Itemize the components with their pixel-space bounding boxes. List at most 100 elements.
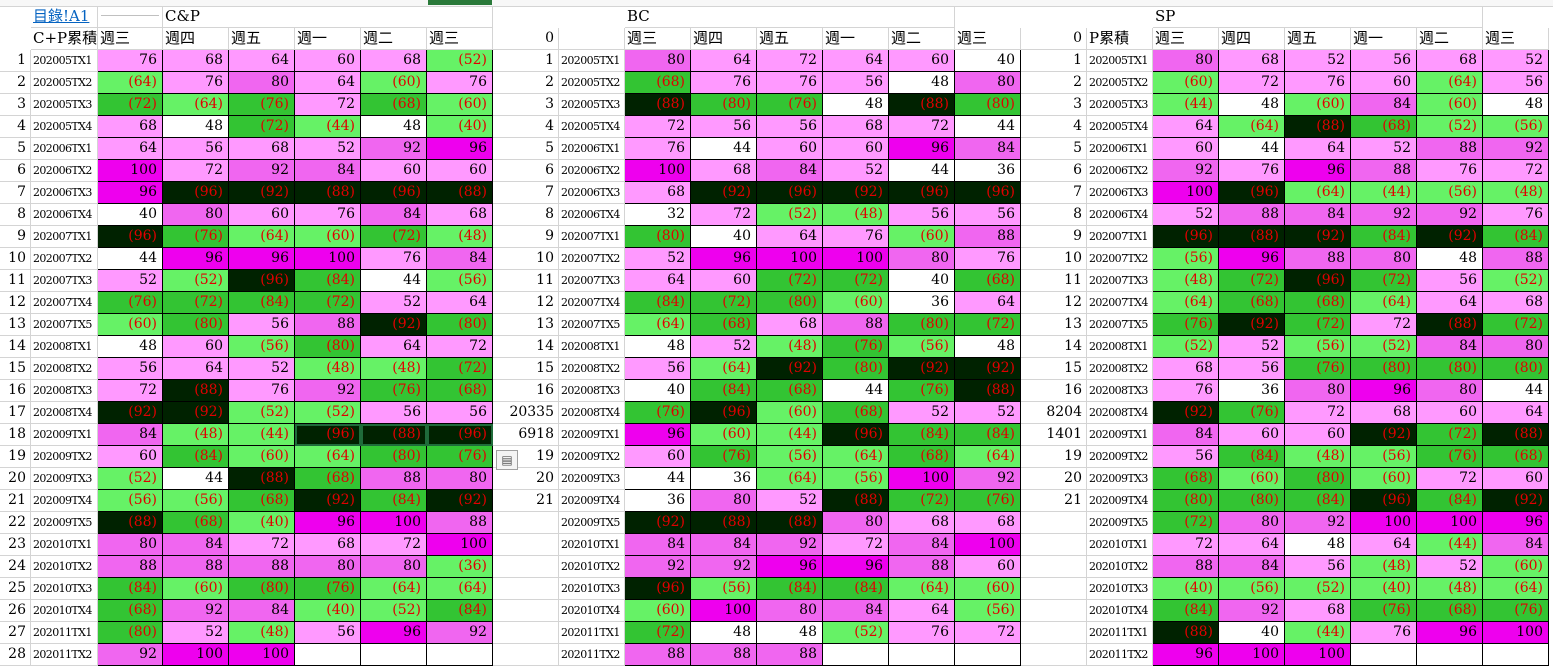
cp-value-cell[interactable]: 52 xyxy=(163,622,229,644)
sp-value-cell[interactable]: 68 xyxy=(1219,50,1285,72)
sp-value-cell[interactable]: (92) xyxy=(1219,314,1285,336)
cp-value-cell[interactable] xyxy=(295,644,361,666)
sp-value-cell[interactable]: 52 xyxy=(1153,204,1219,226)
bc-value-cell[interactable]: 92 xyxy=(955,468,1021,490)
cp-value-cell[interactable]: 60 xyxy=(427,160,493,182)
bc-contract-label[interactable]: 202009TX3 xyxy=(559,468,625,490)
sp-value-cell[interactable]: 92 xyxy=(1285,512,1351,534)
sp-value-cell[interactable]: 56 xyxy=(1351,50,1417,72)
sp-value-cell[interactable]: (44) xyxy=(1285,622,1351,644)
bc-value-cell[interactable]: (92) xyxy=(823,182,889,204)
row-number[interactable]: 9 xyxy=(0,226,31,248)
cp-value-cell[interactable]: (84) xyxy=(229,292,295,314)
cp-value-cell[interactable]: (92) xyxy=(229,182,295,204)
sp-value-cell[interactable]: 60 xyxy=(1483,468,1549,490)
cp-value-cell[interactable]: (88) xyxy=(361,424,427,446)
cp-value-cell[interactable]: (76) xyxy=(295,578,361,600)
sp-value-cell[interactable]: 56 xyxy=(1285,556,1351,578)
cp-value-cell[interactable]: 76 xyxy=(427,72,493,94)
cp-value-cell[interactable]: 88 xyxy=(361,468,427,490)
sp-value-cell[interactable]: (80) xyxy=(1417,358,1483,380)
cp-value-cell[interactable]: (60) xyxy=(427,94,493,116)
sp-contract-label[interactable]: 202005TX4 xyxy=(1087,116,1153,138)
bc-contract-label[interactable]: 202005TX4 xyxy=(559,116,625,138)
sp-value-cell[interactable]: 48 xyxy=(1483,94,1549,116)
bc-value-cell[interactable]: (44) xyxy=(757,424,823,446)
cp-value-cell[interactable]: 72 xyxy=(361,534,427,556)
cp-value-cell[interactable]: (52) xyxy=(98,468,163,490)
sp-index-cell[interactable]: 7 xyxy=(1021,182,1087,204)
cp-value-cell[interactable]: 76 xyxy=(361,248,427,270)
cp-value-cell[interactable]: 48 xyxy=(163,116,229,138)
sp-index-cell[interactable]: 20 xyxy=(1021,468,1087,490)
cp-contract-label[interactable]: 202005TX4 xyxy=(31,116,98,138)
sp-value-cell[interactable]: 60 xyxy=(1351,72,1417,94)
cp-value-cell[interactable]: 80 xyxy=(98,534,163,556)
cp-value-cell[interactable]: (88) xyxy=(295,182,361,204)
sp-contract-label[interactable]: 202007TX1 xyxy=(1087,226,1153,248)
sp-index-cell[interactable] xyxy=(1021,512,1087,534)
cp-value-cell[interactable]: 68 xyxy=(229,138,295,160)
row-number[interactable]: 1 xyxy=(0,50,31,72)
row-number[interactable]: 7 xyxy=(0,182,31,204)
bc-value-cell[interactable]: 76 xyxy=(955,248,1021,270)
cp-contract-label[interactable]: 202011TX2 xyxy=(31,644,98,666)
bc-value-cell[interactable]: (92) xyxy=(889,358,955,380)
bc-value-cell[interactable]: 60 xyxy=(889,50,955,72)
cp-value-cell[interactable]: 68 xyxy=(98,116,163,138)
sp-value-cell[interactable]: 96 xyxy=(1351,380,1417,402)
bc-contract-label[interactable]: 202009TX1 xyxy=(559,424,625,446)
cp-value-cell[interactable]: (84) xyxy=(163,446,229,468)
bc-value-cell[interactable]: 56 xyxy=(757,116,823,138)
bc-value-cell[interactable]: (92) xyxy=(691,182,757,204)
sp-value-cell[interactable]: 52 xyxy=(1483,50,1549,72)
cp-value-cell[interactable]: 92 xyxy=(229,160,295,182)
day-header[interactable]: 週三 xyxy=(1483,28,1549,50)
row-number[interactable]: 11 xyxy=(0,270,31,292)
bc-value-cell[interactable]: (76) xyxy=(691,446,757,468)
bc-value-cell[interactable]: 64 xyxy=(955,292,1021,314)
sp-value-cell[interactable]: 84 xyxy=(1285,204,1351,226)
sp-value-cell[interactable]: (56) xyxy=(1285,336,1351,358)
sp-contract-label[interactable]: 202006TX2 xyxy=(1087,160,1153,182)
bc-value-cell[interactable]: (56) xyxy=(757,446,823,468)
bc-contract-label[interactable]: 202010TX4 xyxy=(559,600,625,622)
bc-value-cell[interactable]: (68) xyxy=(691,314,757,336)
sp-value-cell[interactable]: (76) xyxy=(1351,600,1417,622)
sp-value-cell[interactable]: 64 xyxy=(1483,402,1549,424)
cp-value-cell[interactable]: (52) xyxy=(229,402,295,424)
bc-value-cell[interactable]: 60 xyxy=(955,556,1021,578)
cp-value-cell[interactable]: 44 xyxy=(98,248,163,270)
sp-value-cell[interactable]: (60) xyxy=(1351,468,1417,490)
cp-value-cell[interactable]: (96) xyxy=(361,182,427,204)
sp-value-cell[interactable]: (80) xyxy=(1483,358,1549,380)
bc-index-cell[interactable]: 20 xyxy=(493,468,559,490)
bc-value-cell[interactable]: (68) xyxy=(955,270,1021,292)
cp-value-cell[interactable]: (60) xyxy=(361,72,427,94)
bc-contract-label[interactable]: 202007TX4 xyxy=(559,292,625,314)
cp-value-cell[interactable]: 56 xyxy=(163,138,229,160)
row-number[interactable]: 12 xyxy=(0,292,31,314)
bc-value-cell[interactable]: 76 xyxy=(823,226,889,248)
bc-contract-label[interactable]: 202008TX2 xyxy=(559,358,625,380)
cp-value-cell[interactable]: (48) xyxy=(295,358,361,380)
sp-value-cell[interactable]: 76 xyxy=(1417,160,1483,182)
bc-value-cell[interactable]: (76) xyxy=(625,402,691,424)
row-number[interactable]: 4 xyxy=(0,116,31,138)
day-header[interactable]: 週三 xyxy=(1153,28,1219,50)
bc-value-cell[interactable]: 72 xyxy=(691,204,757,226)
sp-value-cell[interactable]: 48 xyxy=(1417,248,1483,270)
sp-value-cell[interactable]: (44) xyxy=(1351,182,1417,204)
cp-value-cell[interactable]: (64) xyxy=(295,446,361,468)
bc-value-cell[interactable]: (56) xyxy=(823,468,889,490)
day-header[interactable]: 週四 xyxy=(1219,28,1285,50)
bc-index-cell[interactable]: 21 xyxy=(493,490,559,512)
sp-index-cell[interactable]: 3 xyxy=(1021,94,1087,116)
bc-value-cell[interactable]: (60) xyxy=(625,600,691,622)
sp-contract-label[interactable]: 202009TX3 xyxy=(1087,468,1153,490)
sp-value-cell[interactable]: (84) xyxy=(1153,600,1219,622)
sp-value-cell[interactable]: (48) xyxy=(1483,182,1549,204)
sp-value-cell[interactable]: 100 xyxy=(1417,512,1483,534)
empty-cell[interactable] xyxy=(559,28,625,50)
paste-options-icon[interactable]: ▤ xyxy=(496,450,518,470)
